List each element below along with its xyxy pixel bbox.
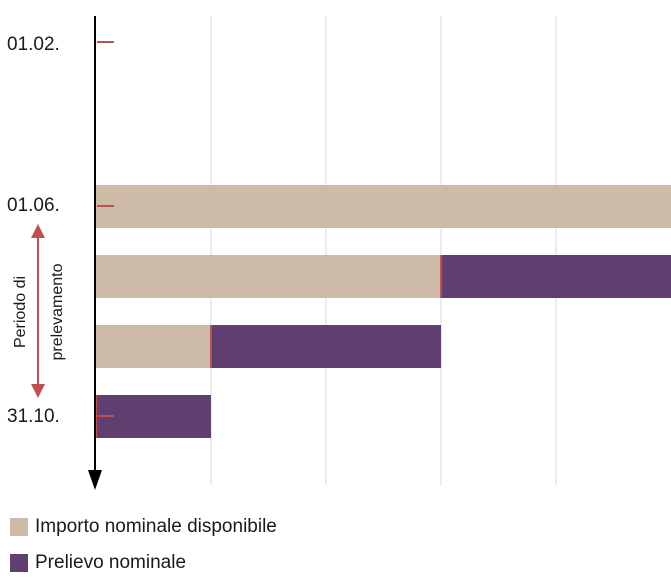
- side-label-line1: Periodo di: [12, 276, 29, 348]
- bar-withdrawal-1: [441, 255, 671, 298]
- period-arrow-down-icon: [31, 384, 45, 398]
- date-label-end: 31.10.: [7, 406, 60, 427]
- bar-available-0: [96, 185, 671, 228]
- withdrawal-chart: 01.02. 01.06. 31.10. Periodo di prelevam…: [7, 16, 671, 490]
- bar-withdrawal-2: [211, 325, 441, 368]
- legend-item-available: Importo nominale disponibile: [10, 514, 277, 539]
- date-ticks: [97, 41, 114, 417]
- bar-available-1: [96, 255, 441, 298]
- bar-withdrawal-3: [96, 395, 211, 438]
- date-label-june: 01.06.: [7, 195, 60, 216]
- legend-swatch-withdrawal: [10, 553, 28, 572]
- legend-label-available: Importo nominale disponibile: [35, 515, 277, 537]
- legend: Importo nominale disponibile Prelievo no…: [10, 514, 277, 586]
- legend-label-withdrawal: Prelievo nominale: [35, 551, 187, 573]
- time-axis: [88, 16, 102, 490]
- gridlines: [210, 16, 557, 485]
- withdrawal-period-indicator: Periodo di prelevamento: [12, 224, 66, 398]
- bars: [96, 185, 671, 438]
- side-label-line2: prelevamento: [49, 263, 66, 360]
- legend-item-withdrawal: Prelievo nominale: [10, 550, 277, 575]
- time-axis-arrowhead: [88, 470, 102, 490]
- period-arrow-up-icon: [31, 224, 45, 238]
- date-label-start: 01.02.: [7, 34, 60, 55]
- legend-swatch-available: [10, 517, 28, 536]
- bar-available-2: [96, 325, 211, 368]
